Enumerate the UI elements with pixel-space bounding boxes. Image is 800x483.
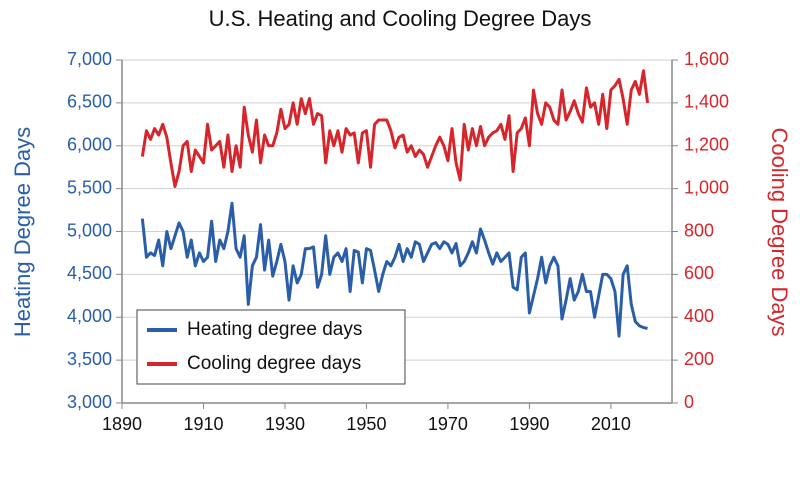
chart-title: U.S. Heating and Cooling Degree Days: [209, 6, 592, 31]
y2-tick-label: 600: [684, 263, 714, 283]
y-tick-label: 3,000: [67, 392, 112, 412]
x-tick-label: 1970: [428, 414, 468, 434]
y2-tick-label: 800: [684, 220, 714, 240]
y2-tick-label: 1,600: [684, 49, 729, 69]
x-tick-label: 2010: [591, 414, 631, 434]
y-tick-label: 7,000: [67, 49, 112, 69]
legend-label: Cooling degree days: [187, 353, 361, 374]
y-tick-label: 5,000: [67, 220, 112, 240]
y-axis-title: Heating Degree Days: [10, 127, 35, 337]
series-line: [140, 69, 650, 188]
y2-tick-label: 200: [684, 349, 714, 369]
y2-tick-label: 1,200: [684, 135, 729, 155]
series-line: [140, 201, 648, 338]
y-tick-label: 6,500: [67, 92, 112, 112]
x-tick-label: 1930: [265, 414, 305, 434]
y2-tick-label: 1,000: [684, 177, 729, 197]
legend-label: Heating degree days: [187, 319, 362, 340]
legend-box: [136, 309, 406, 385]
x-tick-label: 1890: [102, 414, 142, 434]
x-tick-label: 1950: [346, 414, 386, 434]
y2-tick-label: 400: [684, 306, 714, 326]
y-tick-label: 4,500: [67, 263, 112, 283]
y-tick-label: 6,000: [67, 135, 112, 155]
x-tick-label: 1910: [183, 414, 223, 434]
y2-tick-label: 0: [684, 392, 694, 412]
x-tick-label: 1990: [509, 414, 549, 434]
y-tick-label: 5,500: [67, 177, 112, 197]
y2-tick-label: 1,400: [684, 92, 729, 112]
y2-axis-title: Cooling Degree Days: [767, 127, 792, 336]
y-tick-label: 4,000: [67, 306, 112, 326]
y-tick-label: 3,500: [67, 349, 112, 369]
